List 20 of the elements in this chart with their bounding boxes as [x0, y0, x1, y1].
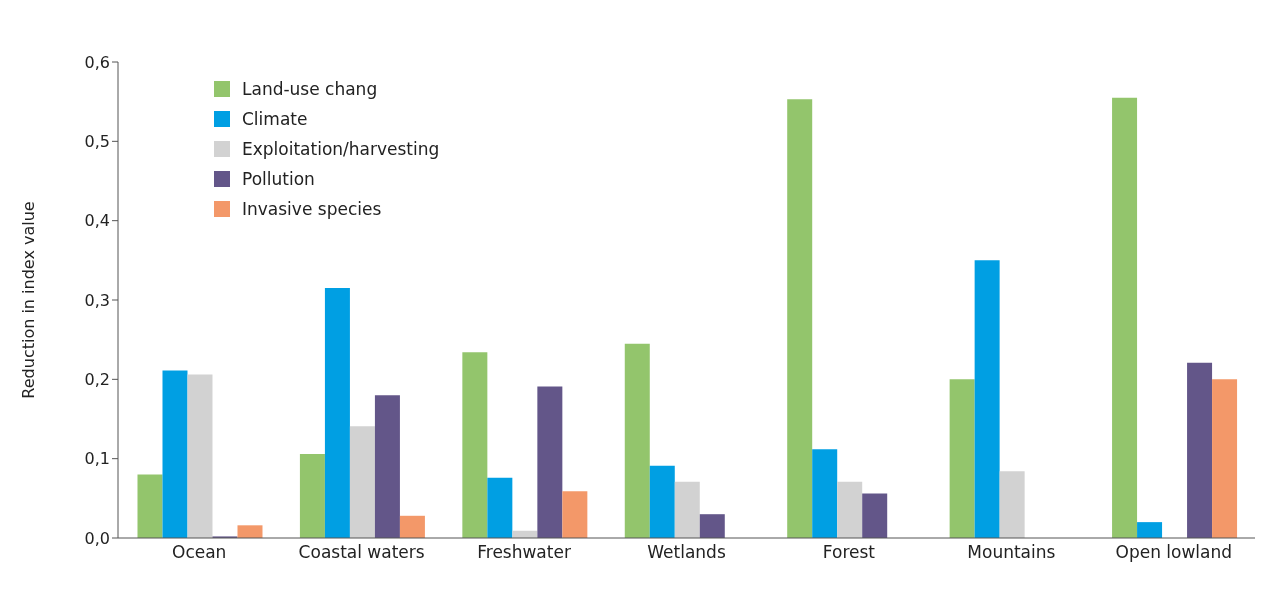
y-tick-label: 0,6 — [84, 52, 110, 72]
x-tick-label: Mountains — [967, 542, 1056, 563]
y-tick-label: 0,5 — [84, 132, 110, 152]
legend-label: Climate — [242, 109, 308, 129]
x-tick-label: Ocean — [172, 542, 227, 563]
x-tick-label: Forest — [822, 542, 876, 563]
legend-label: Exploitation/harvesting — [242, 139, 440, 159]
x-tick-label: Coastal waters — [298, 542, 425, 563]
y-tick-label: 0,0 — [84, 528, 110, 548]
y-tick-label: 0,4 — [84, 211, 110, 231]
x-tick-label: Wetlands — [647, 542, 726, 563]
x-tick-label: Open lowland — [1115, 542, 1233, 563]
legend-label: Land-use chang — [242, 79, 378, 99]
legend-label: Pollution — [242, 169, 315, 189]
y-tick-label: 0,3 — [84, 290, 110, 310]
y-tick-label: 0,1 — [84, 449, 110, 469]
legend-label: Invasive species — [242, 199, 382, 219]
y-axis-title: Reduction in index value — [18, 201, 38, 399]
y-tick-label: 0,2 — [84, 370, 110, 390]
x-tick-label: Freshwater — [477, 542, 571, 563]
